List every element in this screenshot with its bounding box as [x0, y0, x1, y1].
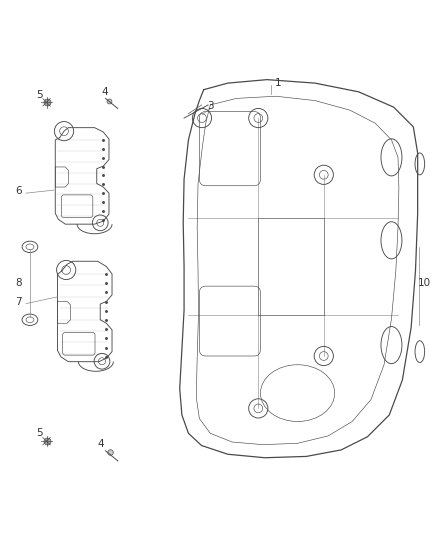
Text: 10: 10: [418, 278, 431, 288]
Text: 4: 4: [98, 439, 104, 449]
Text: 5: 5: [36, 429, 42, 438]
Text: 4: 4: [101, 87, 108, 97]
Text: 6: 6: [15, 187, 21, 196]
Text: 8: 8: [15, 278, 21, 288]
Text: 1: 1: [275, 78, 281, 88]
Text: 7: 7: [15, 297, 21, 308]
Text: 5: 5: [37, 90, 43, 100]
Text: 3: 3: [207, 101, 214, 111]
